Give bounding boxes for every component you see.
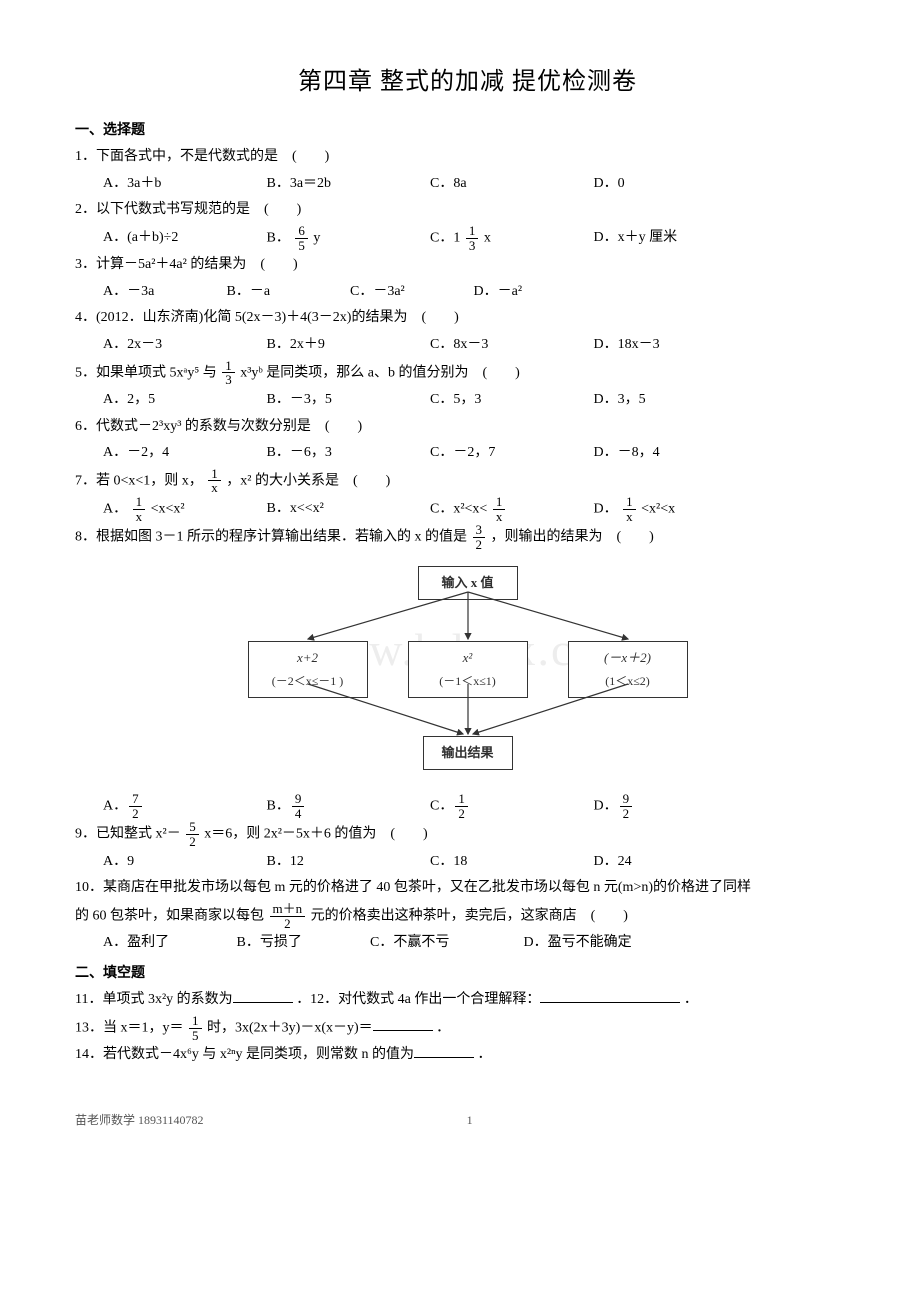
- blank: [233, 988, 293, 1003]
- q2-D: D．x＋y 厘米: [594, 225, 678, 252]
- flow-arrows-icon: [238, 566, 698, 776]
- question-10-line2: 的 60 包茶叶，如果商家以每包 m＋n2 元的价格卖出这种茶叶，卖完后，这家商…: [75, 902, 860, 930]
- q1-stem: 1．下面各式中，不是代数式的是 ( ): [75, 149, 329, 164]
- q5-D: D．3，5: [594, 387, 646, 414]
- question-7: 7．若 0<x<1，则 x， 1x ，x² 的大小关系是 ( ): [75, 467, 860, 495]
- q9-A: A．9: [103, 849, 263, 876]
- q5-A: A．2，5: [103, 387, 263, 414]
- question-8: 8．根据如图 3－1 所示的程序计算输出结果．若输入的 x 的值是 32 ，则输…: [75, 523, 860, 551]
- q8-B: B．94: [267, 792, 427, 820]
- q8-options: A．72 B．94 C．12 D．92: [75, 792, 860, 820]
- q2-options: A．(a＋b)÷2 B． 65 y C．1 13 x D．x＋y 厘米: [75, 224, 860, 252]
- fraction: 32: [473, 523, 486, 551]
- fraction: 13: [222, 359, 235, 387]
- question-3: 3．计算－5a²＋4a² 的结果为 ( ): [75, 252, 860, 279]
- q4-options: A．2x－3 B．2x＋9 C．8x－3 D．18x－3: [75, 332, 860, 359]
- q10-B: B．亏损了: [237, 930, 367, 957]
- question-5: 5．如果单项式 5xᵃy⁵ 与 13 x³yᵇ 是同类项，那么 a、b 的值分别…: [75, 359, 860, 387]
- q1-D: D．0: [594, 171, 625, 198]
- q7-D: D． 1x <x²<x: [594, 495, 676, 523]
- q7-A: A． 1x <x<x²: [103, 495, 263, 523]
- q10-options: A．盈利了 B．亏损了 C．不赢不亏 D．盈亏不能确定: [75, 930, 860, 957]
- q8-D: D．92: [594, 792, 635, 820]
- question-6: 6．代数式－2³xy³ 的系数与次数分别是 ( ): [75, 414, 860, 441]
- section-1-heading: 一、选择题: [75, 118, 860, 145]
- q9-D: D．24: [594, 849, 632, 876]
- q9-B: B．12: [267, 849, 427, 876]
- q6-A: A．－2，4: [103, 440, 263, 467]
- fraction: m＋n2: [270, 902, 306, 930]
- question-9: 9．已知整式 x²－ 52 x＝6，则 2x²－5x＋6 的值为 ( ): [75, 820, 860, 848]
- q1-B: B．3a＝2b: [267, 171, 427, 198]
- q7-options: A． 1x <x<x² B．x<<x² C．x²<x< 1x D． 1x <x²…: [75, 495, 860, 523]
- fraction: 65: [295, 224, 308, 252]
- blank: [373, 1016, 433, 1031]
- q5-options: A．2，5 B．－3，5 C．5，3 D．3，5: [75, 387, 860, 414]
- q7-C: C．x²<x< 1x: [430, 495, 590, 523]
- q4-D: D．18x－3: [594, 332, 660, 359]
- q6-B: B．－6，3: [267, 440, 427, 467]
- footer-left: 苗老师数学 18931140782: [75, 1113, 204, 1127]
- question-13: 13．当 x＝1，y＝ 15 时，3x(2x＋3y)－x(x－y)＝ ．: [75, 1014, 860, 1042]
- q2-B: B． 65 y: [267, 224, 427, 252]
- blank: [414, 1043, 474, 1058]
- q3-B: B．－a: [227, 279, 347, 306]
- fraction: 52: [186, 820, 199, 848]
- q4-B: B．2x＋9: [267, 332, 427, 359]
- q10-C: C．不赢不亏: [370, 930, 520, 957]
- question-2: 2．以下代数式书写规范的是 ( ): [75, 197, 860, 224]
- q3-D: D．－a²: [474, 279, 523, 306]
- blank: [540, 988, 680, 1003]
- question-11-12: 11．单项式 3x²y 的系数为 ．12．对代数式 4a 作出一个合理解释： ．: [75, 987, 860, 1014]
- q10-A: A．盈利了: [103, 930, 233, 957]
- q4-A: A．2x－3: [103, 332, 263, 359]
- fraction: 15: [189, 1014, 202, 1042]
- q1-options: A．3a＋b B．3a＝2b C．8a D．0: [75, 171, 860, 198]
- question-10-line1: 10．某商店在甲批发市场以每包 m 元的价格进了 40 包茶叶，又在乙批发市场以…: [75, 875, 860, 902]
- page-number: 1: [467, 1109, 473, 1132]
- question-1: 1．下面各式中，不是代数式的是 ( ): [75, 144, 860, 171]
- q9-C: C．18: [430, 849, 590, 876]
- q9-options: A．9 B．12 C．18 D．24: [75, 849, 860, 876]
- question-14: 14．若代数式－4x⁶y 与 x²ⁿy 是同类项，则常数 n 的值为 ．: [75, 1042, 860, 1069]
- q6-C: C．－2，7: [430, 440, 590, 467]
- q2-A: A．(a＋b)÷2: [103, 225, 263, 252]
- page-title: 第四章 整式的加减 提优检测卷: [75, 60, 860, 106]
- q3-C: C．－3a²: [350, 279, 470, 306]
- q8-A: A．72: [103, 792, 263, 820]
- flowchart: www.bdocx.com 输入 x 值 x+2(－2＜x≤－1 ) x²(－1…: [75, 566, 860, 787]
- q3-options: A．－3a B．－a C．－3a² D．－a²: [75, 279, 860, 306]
- fraction: 13: [466, 224, 479, 252]
- q6-D: D．－8，4: [594, 440, 660, 467]
- q4-C: C．8x－3: [430, 332, 590, 359]
- fraction: 1x: [208, 467, 221, 495]
- q1-A: A．3a＋b: [103, 171, 263, 198]
- page-footer: 苗老师数学 18931140782 1: [75, 1109, 860, 1132]
- q2-C: C．1 13 x: [430, 224, 590, 252]
- q1-C: C．8a: [430, 171, 590, 198]
- q7-B: B．x<<x²: [267, 496, 427, 523]
- q5-B: B．－3，5: [267, 387, 427, 414]
- q8-C: C．12: [430, 792, 590, 820]
- q5-C: C．5，3: [430, 387, 590, 414]
- question-4: 4．(2012．山东济南)化简 5(2x－3)＋4(3－2x)的结果为 ( ): [75, 305, 860, 332]
- q10-D: D．盈亏不能确定: [524, 930, 632, 957]
- section-2-heading: 二、填空题: [75, 961, 860, 988]
- q6-options: A．－2，4 B．－6，3 C．－2，7 D．－8，4: [75, 440, 860, 467]
- q3-A: A．－3a: [103, 279, 223, 306]
